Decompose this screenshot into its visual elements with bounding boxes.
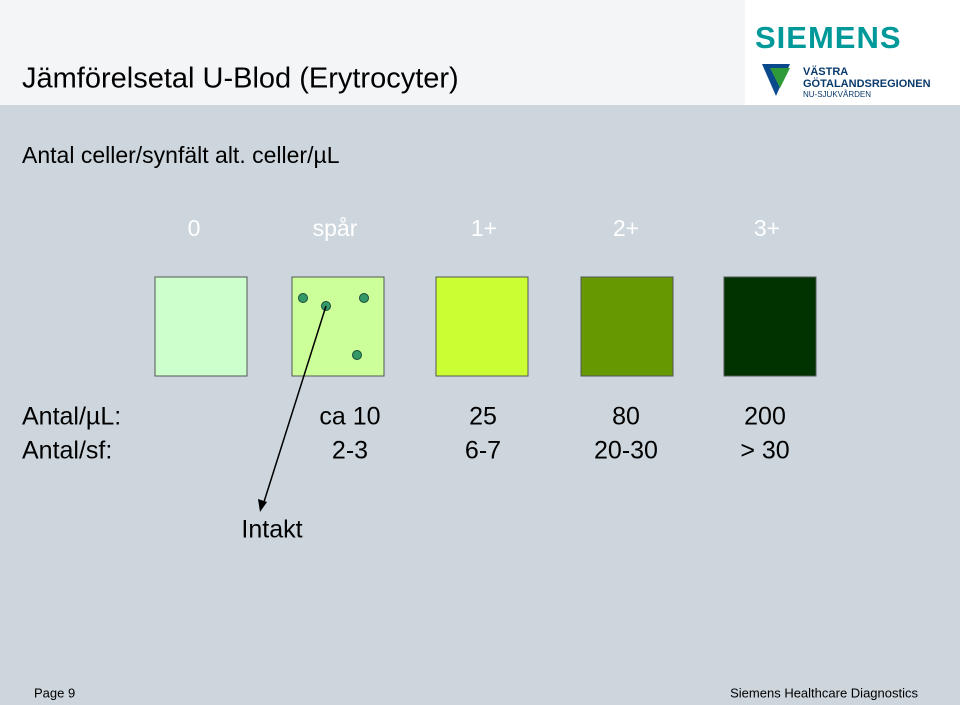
color-square bbox=[435, 276, 529, 377]
level-label: 0 bbox=[188, 215, 201, 241]
logo-area bbox=[745, 0, 960, 105]
row-value: 80 bbox=[612, 403, 640, 431]
level-label: 2+ bbox=[613, 215, 639, 241]
level-label: spår bbox=[313, 215, 358, 241]
title: Jämförelsetal U-Blod (Erytrocyter) bbox=[22, 63, 459, 95]
row-label: Antal/µL: bbox=[22, 403, 121, 431]
row-value: 2-3 bbox=[332, 437, 368, 465]
row-label: Antal/sf: bbox=[22, 437, 112, 465]
logo-brand: SIEMENS bbox=[755, 20, 902, 55]
row-value: ca 10 bbox=[319, 403, 380, 431]
logo-line: GÖTALANDSREGIONEN bbox=[803, 77, 931, 90]
subtitle: Antal celler/synfält alt. celler/µL bbox=[22, 142, 340, 168]
logo-line: NU-SJUKVÅRDEN bbox=[803, 90, 871, 99]
color-square bbox=[723, 276, 817, 377]
footer-page: Page 9 bbox=[34, 685, 75, 700]
cell bbox=[359, 293, 369, 303]
footer-company: Siemens Healthcare Diagnostics bbox=[730, 685, 918, 700]
cell bbox=[352, 350, 362, 360]
level-label: 1+ bbox=[471, 215, 497, 241]
row-value: > 30 bbox=[740, 437, 789, 465]
row-value: 20-30 bbox=[594, 437, 658, 465]
color-square bbox=[291, 276, 385, 377]
rows: Antal/µL: ca 10 25 80 200 Antal/sf: 2-3 6-7 20-3… bbox=[22, 403, 790, 465]
logo-line: VÄSTRA bbox=[803, 65, 848, 78]
color-square bbox=[580, 276, 674, 377]
color-square bbox=[154, 276, 248, 377]
levels: 0 spår 1+ 2+ 3+ bbox=[188, 215, 781, 241]
level-label: 3+ bbox=[754, 215, 780, 241]
row-value: 6-7 bbox=[465, 437, 501, 465]
logo-shield-inner bbox=[770, 68, 790, 88]
arrow-head bbox=[258, 499, 267, 512]
row-value: 25 bbox=[469, 403, 497, 431]
annotation: Intakt bbox=[241, 516, 302, 544]
arrow-line bbox=[262, 305, 327, 506]
cells bbox=[298, 293, 369, 360]
row-value: 200 bbox=[744, 403, 786, 431]
cell bbox=[298, 293, 308, 303]
